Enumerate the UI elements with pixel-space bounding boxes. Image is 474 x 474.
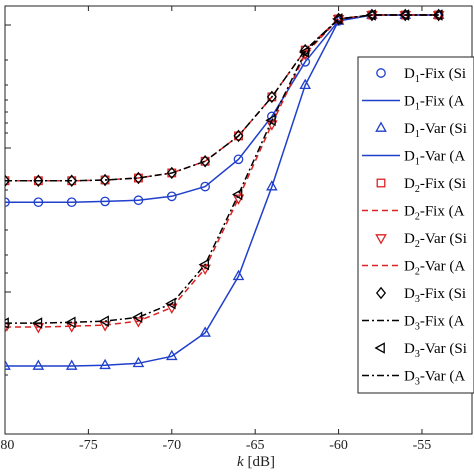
series-layer [5,8,445,370]
data-point-d3-var-sim [131,311,143,324]
data-point-d3-var-sim [65,316,76,329]
series-d2-fix-ana [5,14,439,182]
legend-label-d3-fix-sim: D3-Fix (Si [404,286,466,305]
data-point-d1-var-sim [232,269,245,281]
x-tick-label: -55 [413,438,432,453]
y-axis-ticks [5,24,11,376]
x-tick-label: -65 [246,438,265,453]
x-tick-label: -70 [162,438,181,453]
data-point-d3-fix-sim [66,174,77,187]
legend-label-d1-fix-ana: D1-Fix (A [404,94,465,113]
legend-swatch-d3-var-sim [374,342,385,354]
legend-label-d2-var-ana: D2-Var (A [404,259,465,278]
legend-box [357,56,474,394]
legend-label-d1-var-sim: D1-Var (Si [404,121,467,140]
data-point-d3-fix-sim [5,174,11,187]
legend-swatch-d1-fix-sim [376,68,386,78]
series-line-d2-fix-ana [5,14,439,182]
data-point-d1-var-sim [99,358,111,370]
data-point-d3-fix-sim [166,166,177,180]
data-point-d3-var-sim [365,9,376,21]
data-point-d1-var-sim [266,180,278,191]
data-point-d1-var-sim [299,78,312,90]
data-point-d1-fix-sim [233,154,244,165]
data-point-d1-var-sim [165,349,178,361]
data-point-d3-var-sim [432,9,443,21]
data-point-d1-var-sim [32,359,45,370]
legend-label-d1-var-ana: D1-Var (A [404,149,465,168]
legend: D1-Fix (Si D1-Fix (A D1-Var (Si D1-Var (A D2… [357,56,474,394]
x-axis-label: k [dB] [237,454,275,470]
legend-swatch-d3-fix-sim [375,286,387,300]
data-point-d3-fix-sim [233,129,244,143]
series-d3-var-ana [5,14,439,324]
legend-label-d2-fix-ana: D2-Fix (A [404,204,465,223]
legend-label-d2-var-sim: D2-Var (Si [404,231,467,250]
legend-label-d3-var-sim: D3-Var (Si [404,341,467,360]
legend-label-d1-fix-sim: D1-Fix (Si [404,66,466,85]
data-point-d3-fix-sim [266,90,277,104]
series-line-d3-var-ana [5,14,439,324]
data-point-d3-var-sim [98,315,109,327]
data-point-d3-var-sim [198,258,209,271]
data-point-d3-var-sim [165,297,176,310]
data-point-d1-var-sim [199,326,211,337]
x-tick-label: -75 [79,438,98,453]
data-point-d1-var-sim [65,359,78,370]
legend-swatch-d2-fix-sim [376,178,386,188]
x-axis-label-var: k [237,454,244,470]
x-tick-label: -60 [329,438,348,453]
legend-label-d2-fix-sim: D2-Fix (Si [404,176,466,195]
legend-swatch-d2-var-sim [375,234,387,245]
x-axis-label-unit: [dB] [244,454,275,470]
x-axis-ticks: -80 -75 -70 -65 -60 -55 [0,6,431,453]
x-tick-label: -80 [0,438,14,453]
legend-label-d3-fix-ana: D3-Fix (A [404,314,465,333]
data-point-d1-fix-sim [200,181,210,192]
data-point-d2-var-sim [299,50,312,61]
legend-swatch-d1-var-sim [375,121,387,132]
data-point-d1-var-sim [5,359,11,370]
legend-label-d3-var-ana: D3-Var (A [404,369,465,388]
data-point-d3-fix-sim [100,173,111,187]
data-point-d3-fix-sim [133,171,144,185]
data-point-d3-fix-sim [33,174,44,187]
